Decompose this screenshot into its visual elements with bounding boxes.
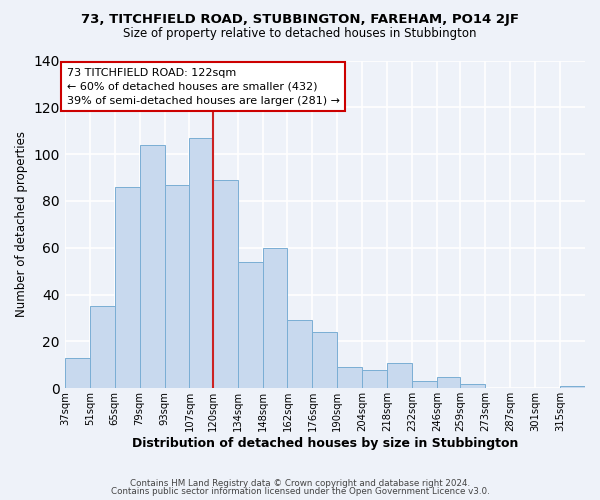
Bar [437, 376, 460, 388]
Bar [387, 362, 412, 388]
Bar [560, 386, 585, 388]
Bar [263, 248, 287, 388]
Bar [140, 145, 164, 388]
Bar [313, 332, 337, 388]
Bar [115, 187, 140, 388]
Bar [460, 384, 485, 388]
X-axis label: Distribution of detached houses by size in Stubbington: Distribution of detached houses by size … [132, 437, 518, 450]
Bar [412, 382, 437, 388]
Bar [287, 320, 313, 388]
Bar [65, 358, 90, 388]
Bar [164, 184, 190, 388]
Text: 73, TITCHFIELD ROAD, STUBBINGTON, FAREHAM, PO14 2JF: 73, TITCHFIELD ROAD, STUBBINGTON, FAREHA… [81, 12, 519, 26]
Text: Contains public sector information licensed under the Open Government Licence v3: Contains public sector information licen… [110, 487, 490, 496]
Bar [90, 306, 115, 388]
Y-axis label: Number of detached properties: Number of detached properties [15, 132, 28, 318]
Bar [190, 138, 212, 388]
Text: Contains HM Land Registry data © Crown copyright and database right 2024.: Contains HM Land Registry data © Crown c… [130, 478, 470, 488]
Text: 73 TITCHFIELD ROAD: 122sqm
← 60% of detached houses are smaller (432)
39% of sem: 73 TITCHFIELD ROAD: 122sqm ← 60% of deta… [67, 68, 340, 106]
Text: Size of property relative to detached houses in Stubbington: Size of property relative to detached ho… [123, 28, 477, 40]
Bar [362, 370, 387, 388]
Bar [337, 367, 362, 388]
Bar [238, 262, 263, 388]
Bar [212, 180, 238, 388]
